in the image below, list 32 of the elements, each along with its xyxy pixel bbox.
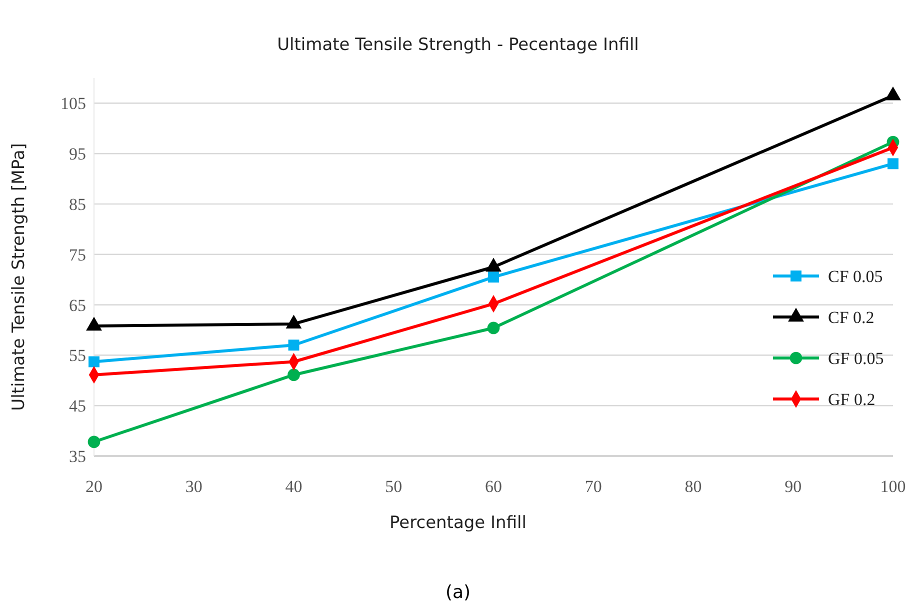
point bbox=[487, 322, 500, 334]
point bbox=[288, 340, 300, 351]
x-tick-label: 70 bbox=[584, 477, 602, 496]
x-tick-label: 100 bbox=[880, 477, 906, 496]
x-tick-label: 80 bbox=[684, 477, 702, 496]
y-tick-label: 85 bbox=[69, 195, 86, 214]
legend-label: GF 0.2 bbox=[828, 390, 876, 409]
x-tick-label: 40 bbox=[285, 477, 302, 496]
y-tick-label: 105 bbox=[60, 94, 86, 114]
y-tick-label: 65 bbox=[69, 296, 86, 315]
text: (a) bbox=[445, 582, 471, 603]
legend-label: CF 0.05 bbox=[828, 267, 883, 286]
x-tick-label: 50 bbox=[385, 477, 402, 496]
y-tick-label: 95 bbox=[69, 144, 86, 164]
y-axis-title: Ultimate Tensile Strength [MPa] bbox=[9, 143, 29, 411]
point bbox=[88, 356, 100, 368]
y-tick-label: 55 bbox=[69, 346, 86, 366]
y-tick-label: 35 bbox=[69, 447, 86, 466]
legend-label: GF 0.05 bbox=[828, 349, 884, 368]
x-tick-label: 60 bbox=[485, 477, 502, 496]
point bbox=[288, 368, 300, 382]
y-tick-label: 75 bbox=[69, 245, 86, 264]
point bbox=[488, 272, 499, 283]
point bbox=[888, 158, 898, 170]
x-axis-title: Percentage Infill bbox=[390, 513, 526, 533]
x-tick-label: 20 bbox=[86, 477, 102, 496]
legend-label: CF 0.2 bbox=[828, 308, 874, 327]
y-tick-label: 45 bbox=[69, 396, 86, 416]
chart-title: Ultimate Tensile Strength - Pecentage Infill bbox=[277, 35, 639, 55]
point bbox=[88, 436, 100, 448]
x-tick-label: 90 bbox=[784, 477, 802, 496]
x-tick-label: 30 bbox=[185, 477, 202, 496]
